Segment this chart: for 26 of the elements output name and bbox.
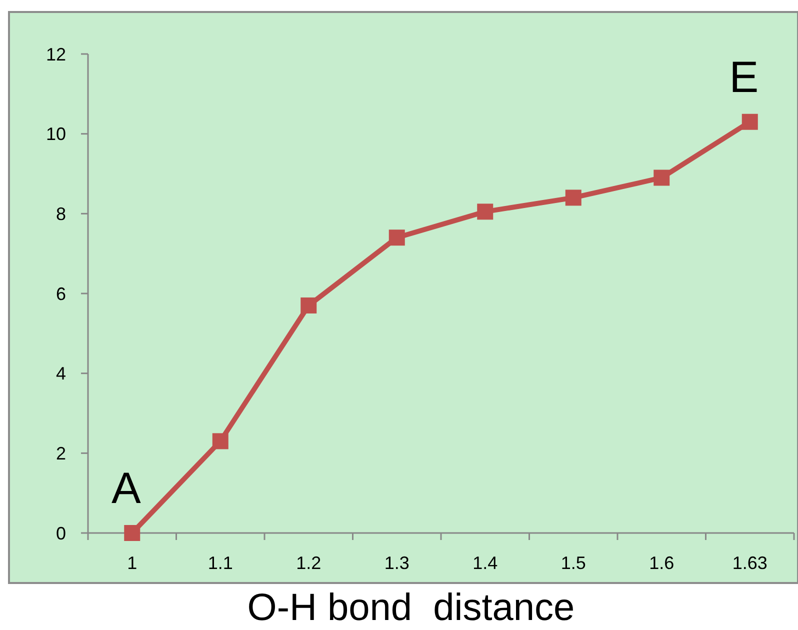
- x-tick-label: 1: [127, 553, 138, 573]
- x-tick-label: 1.63: [732, 553, 768, 573]
- point: [124, 525, 140, 541]
- x-tick-label: 1.5: [560, 553, 586, 573]
- point: [300, 297, 317, 314]
- y-tick-label: 6: [56, 284, 66, 304]
- point: [477, 204, 494, 220]
- x-tick-label: 1.3: [384, 553, 410, 573]
- y-tick-label: 8: [56, 204, 66, 224]
- point: [742, 114, 758, 130]
- x-tick-label: 1.6: [649, 553, 674, 573]
- x-tick-label: 1.2: [296, 553, 322, 573]
- point: [212, 433, 228, 450]
- x-tick-label: 1.4: [472, 553, 498, 573]
- y-tick-label: 12: [46, 44, 66, 64]
- y-tick-label: 2: [56, 443, 66, 464]
- annotation: E: [729, 52, 759, 102]
- point: [388, 230, 405, 246]
- y-tick-label: 0: [56, 523, 66, 544]
- point: [654, 170, 670, 186]
- x-tick-label: 1.1: [208, 553, 233, 573]
- annotation: A: [111, 464, 142, 513]
- y-tick-label: 4: [56, 364, 66, 384]
- point: [565, 190, 582, 206]
- x-axis-title: O-H bond distance: [247, 587, 575, 629]
- y-tick-label: 10: [46, 124, 66, 144]
